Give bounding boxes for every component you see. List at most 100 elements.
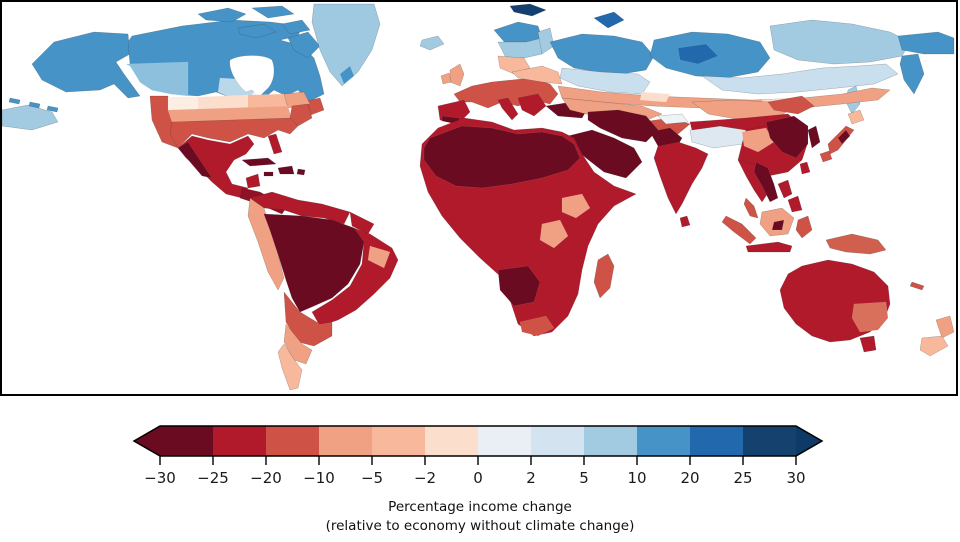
region-tasmania	[859, 335, 877, 353]
region-china-center	[741, 127, 775, 153]
caption-line-2: (relative to economy without climate cha…	[325, 518, 635, 534]
colorbar-segment	[743, 426, 796, 456]
region-us-new-england	[283, 91, 311, 109]
tick-label: −2	[414, 469, 436, 487]
world-choropleth-map	[2, 2, 956, 394]
tick-label: 0	[473, 469, 483, 487]
colorbar-segment	[425, 426, 478, 456]
tick-label: 10	[627, 469, 646, 487]
region-yucatan	[245, 173, 261, 189]
colorbar-under-arrow	[134, 426, 160, 456]
region-argentina-mid	[283, 323, 313, 365]
region-aleutians	[8, 97, 59, 113]
region-central-siberia-deep	[677, 43, 719, 65]
region-manchuria	[767, 95, 815, 115]
region-tian-shan	[657, 113, 689, 125]
region-russia-nw	[549, 33, 655, 75]
world-map-panel	[0, 0, 958, 396]
region-brazil-ne-salmon	[367, 245, 391, 269]
region-new-caledonia	[909, 281, 925, 291]
region-sulawesi	[795, 215, 813, 239]
colorbar-ticks	[159, 456, 797, 465]
region-ireland	[440, 72, 452, 85]
region-novaya-zemlya	[593, 11, 625, 29]
region-java	[745, 241, 793, 253]
region-angola	[497, 265, 541, 307]
region-alaska	[31, 31, 141, 99]
region-korea	[807, 125, 821, 149]
colorbar-segment	[478, 426, 531, 456]
region-nz-south	[919, 335, 949, 357]
region-arctic-islands	[197, 5, 321, 59]
region-iran	[587, 109, 659, 143]
region-east-africa1	[561, 193, 591, 219]
region-nz-north	[935, 315, 955, 339]
colorbar-segment	[372, 426, 425, 456]
tick-label: −30	[144, 469, 176, 487]
region-hokkaido	[847, 109, 865, 125]
region-sahara	[423, 125, 581, 189]
region-patagonia	[277, 343, 303, 391]
region-sri-lanka	[679, 215, 691, 228]
region-canada-west	[125, 61, 189, 97]
tick-label: −10	[303, 469, 335, 487]
colorbar-over-arrow	[796, 426, 822, 456]
colorbar-tick-labels: −30 −25 −20 −10 −5 −2 0 2 5 10 20 25 30	[144, 469, 805, 487]
region-amazon	[263, 213, 365, 313]
region-kamchatka	[899, 53, 925, 95]
colorbar-segment	[319, 426, 372, 456]
tick-label: 2	[526, 469, 536, 487]
colorbar: −30 −25 −20 −10 −5 −2 0 2 5 10 20 25 30	[132, 425, 824, 487]
region-east-africa2	[539, 219, 569, 249]
region-greenland-tip	[339, 65, 355, 85]
region-madagascar	[593, 253, 615, 299]
region-svalbard	[509, 3, 547, 17]
region-italy	[497, 97, 519, 121]
hudson-bay	[229, 55, 275, 99]
region-us-north-pale	[167, 96, 199, 111]
colorbar-segment	[160, 426, 213, 456]
region-chukotka	[897, 31, 955, 55]
region-argentina-north	[283, 291, 333, 347]
colorbar-segment	[531, 426, 584, 456]
region-china-ne	[765, 115, 809, 159]
region-mongolia	[691, 99, 793, 121]
region-borneo-spot	[771, 219, 785, 231]
region-cuba	[241, 157, 277, 167]
colorbar-segment	[266, 426, 319, 456]
region-yakutia	[701, 63, 899, 95]
colorbar-segment	[584, 426, 637, 456]
region-nsw	[851, 301, 889, 333]
region-sumatra	[721, 215, 757, 245]
region-us-east	[289, 103, 313, 127]
tick-label: −5	[361, 469, 383, 487]
region-east-europe	[511, 65, 563, 85]
tick-label: −20	[250, 469, 282, 487]
region-chukotka-west	[2, 104, 59, 131]
region-balkans	[517, 93, 547, 117]
colorbar-caption: Percentage income change (relative to ec…	[0, 498, 960, 536]
region-malay	[743, 197, 759, 219]
region-japan-maroon	[837, 129, 851, 145]
tick-label: 25	[733, 469, 752, 487]
region-india	[653, 141, 709, 215]
caption-line-1: Percentage income change	[388, 499, 572, 515]
tick-label: 5	[579, 469, 589, 487]
tick-label: 30	[786, 469, 805, 487]
colorbar-segment	[637, 426, 690, 456]
tick-label: −25	[197, 469, 229, 487]
region-vietnam	[753, 161, 779, 203]
region-iceland	[419, 35, 445, 51]
region-mexico-west	[177, 141, 213, 179]
region-florida	[267, 133, 283, 155]
region-philippines	[777, 179, 803, 213]
region-mexico	[177, 135, 255, 199]
region-new-guinea	[825, 233, 887, 255]
region-sa-north	[249, 191, 351, 225]
tick-label: 20	[680, 469, 699, 487]
region-hispaniola	[263, 165, 306, 177]
colorbar-segment	[213, 426, 266, 456]
region-sa-coast	[519, 315, 555, 337]
colorbar-segment	[690, 426, 743, 456]
